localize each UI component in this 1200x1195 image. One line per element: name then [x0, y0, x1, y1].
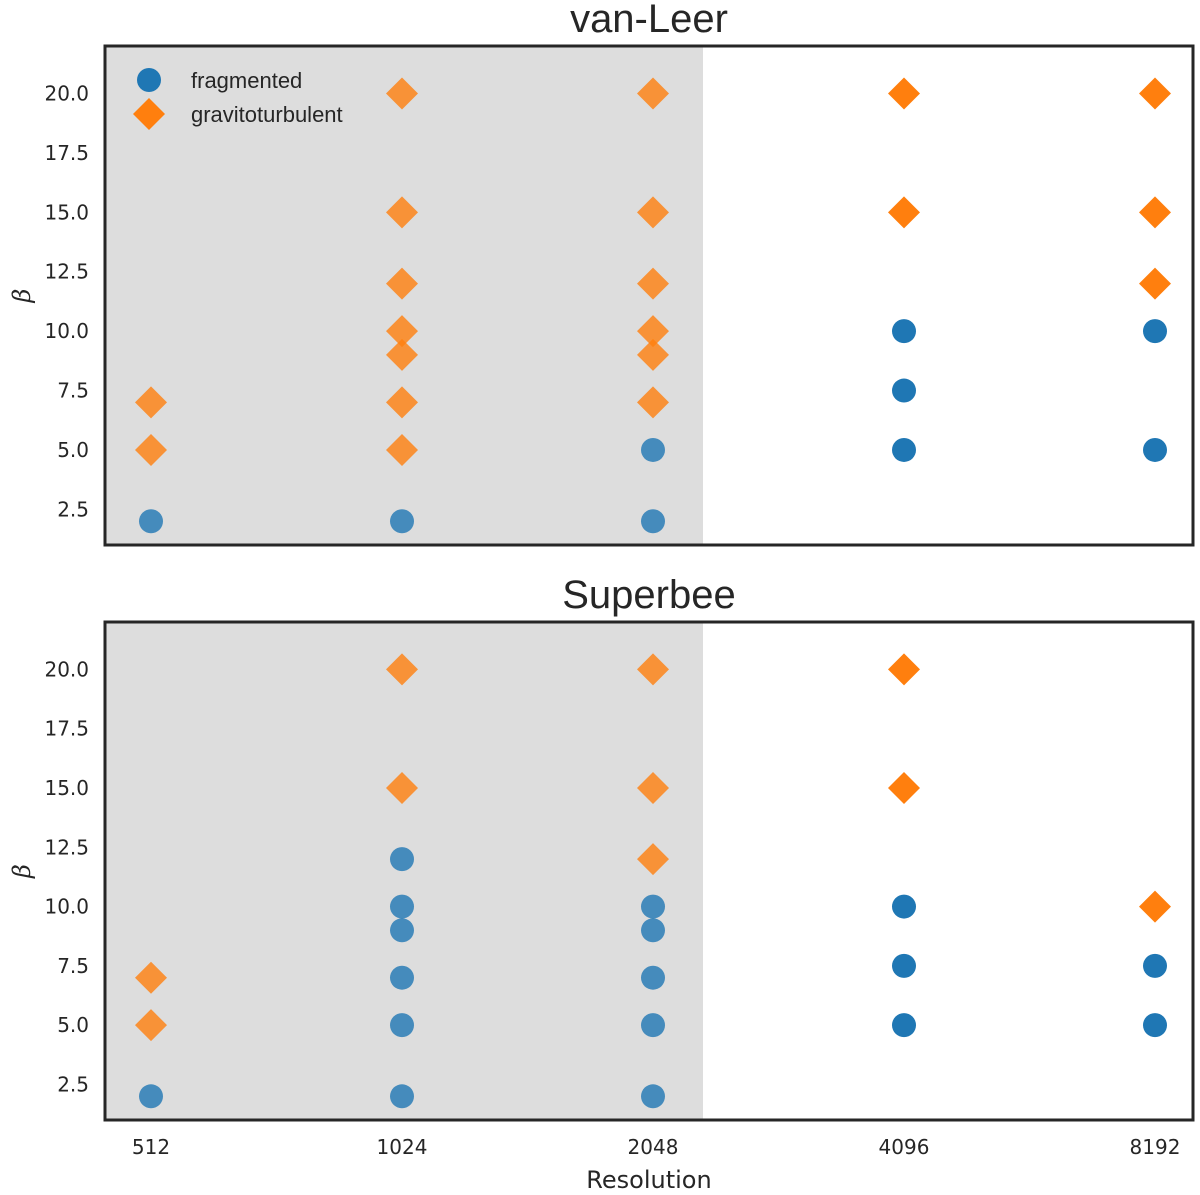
- data-point-fragmented: [139, 1084, 163, 1109]
- data-point-gravitoturbulent: [135, 433, 167, 466]
- x-tick-label: 512: [132, 1135, 170, 1159]
- series-gravitoturbulent: [135, 77, 1171, 466]
- data-point-gravitoturbulent: [386, 196, 418, 229]
- data-point-gravitoturbulent: [888, 196, 920, 229]
- y-tick-label: 10.0: [44, 895, 89, 919]
- series-fragmented: [139, 847, 1167, 1109]
- x-axis-label: Resolution: [586, 1166, 711, 1194]
- y-tick-label: 12.5: [44, 260, 89, 284]
- data-point-fragmented: [892, 1013, 916, 1038]
- data-point-gravitoturbulent: [637, 843, 669, 876]
- data-point-fragmented: [390, 847, 414, 872]
- data-point-fragmented: [641, 509, 665, 534]
- data-point-gravitoturbulent: [386, 315, 418, 348]
- chart-title: van-Leer: [570, 0, 728, 41]
- y-axis-label: β: [8, 864, 36, 879]
- data-point-gravitoturbulent: [637, 267, 669, 300]
- data-point-fragmented: [892, 378, 916, 403]
- data-point-fragmented: [641, 1013, 665, 1038]
- data-point-gravitoturbulent: [888, 653, 920, 686]
- y-tick-label: 17.5: [44, 717, 89, 741]
- data-point-fragmented: [641, 918, 665, 943]
- data-point-gravitoturbulent: [888, 772, 920, 804]
- data-point-fragmented: [1143, 953, 1167, 978]
- data-point-gravitoturbulent: [1139, 196, 1171, 229]
- y-tick-label: 20.0: [44, 657, 89, 681]
- y-tick-label: 17.5: [44, 141, 89, 165]
- y-tick-label: 20.0: [44, 82, 89, 106]
- data-point-gravitoturbulent: [1139, 77, 1171, 110]
- panel-van-leer: van-Leer 2.5 5.0 7.5 10.0 12.5 15.0 17.5 20.0 β fr…: [8, 0, 1195, 547]
- data-point-fragmented: [1143, 1013, 1167, 1038]
- data-point-fragmented: [1143, 437, 1167, 462]
- y-tick-label: 2.5: [57, 497, 89, 521]
- data-point-fragmented: [1143, 319, 1167, 344]
- x-tick-label: 4096: [879, 1135, 930, 1159]
- y-tick-label: 7.5: [57, 954, 89, 978]
- data-point-gravitoturbulent: [135, 961, 167, 994]
- series-fragmented: [139, 319, 1167, 534]
- data-point-fragmented: [892, 319, 916, 344]
- legend-label: gravitoturbulent: [191, 102, 343, 127]
- data-point-gravitoturbulent: [637, 77, 669, 110]
- data-point-fragmented: [390, 1013, 414, 1038]
- series-gravitoturbulent: [135, 653, 1171, 1042]
- data-point-gravitoturbulent: [135, 386, 167, 419]
- data-point-fragmented: [641, 1084, 665, 1109]
- chart-title: Superbee: [562, 573, 735, 617]
- data-point-gravitoturbulent: [637, 338, 669, 371]
- data-point-gravitoturbulent: [386, 433, 418, 466]
- y-tick-label: 15.0: [44, 200, 89, 224]
- data-point-fragmented: [390, 894, 414, 919]
- data-point-gravitoturbulent: [637, 196, 669, 229]
- y-axis-label: β: [8, 289, 36, 304]
- data-point-gravitoturbulent: [1139, 890, 1171, 923]
- data-point-fragmented: [892, 953, 916, 978]
- y-tick-label: 12.5: [44, 835, 89, 859]
- data-point-gravitoturbulent: [386, 77, 418, 110]
- data-point-fragmented: [892, 894, 916, 919]
- data-point-gravitoturbulent: [386, 653, 418, 686]
- data-point-fragmented: [641, 437, 665, 462]
- data-point-fragmented: [892, 437, 916, 462]
- panel-superbee: Superbee 2.5 5.0 7.5 10.0 12.5 15.0 17.5 20.0 β 51…: [8, 573, 1195, 1194]
- shaded-region: [105, 622, 703, 1120]
- y-tick-label: 7.5: [57, 379, 89, 403]
- x-tick-label: 8192: [1130, 1135, 1181, 1159]
- x-tick-label: 1024: [377, 1135, 428, 1159]
- plot-frame: [103, 620, 1195, 1122]
- data-point-fragmented: [390, 1084, 414, 1109]
- data-point-fragmented: [641, 965, 665, 990]
- plot-frame: [103, 44, 1195, 547]
- data-point-fragmented: [390, 509, 414, 534]
- y-tick-label: 5.0: [57, 1013, 89, 1037]
- data-point-gravitoturbulent: [637, 772, 669, 804]
- data-point-fragmented: [139, 509, 163, 534]
- legend-marker-gravitoturbulent: [133, 98, 165, 130]
- data-point-gravitoturbulent: [637, 386, 669, 419]
- data-point-fragmented: [641, 894, 665, 919]
- data-point-gravitoturbulent: [637, 653, 669, 686]
- y-tick-label: 5.0: [57, 438, 89, 462]
- data-point-gravitoturbulent: [637, 315, 669, 348]
- data-point-fragmented: [390, 965, 414, 990]
- data-point-gravitoturbulent: [386, 338, 418, 371]
- data-point-gravitoturbulent: [1139, 267, 1171, 300]
- data-point-gravitoturbulent: [386, 386, 418, 419]
- data-point-gravitoturbulent: [888, 77, 920, 110]
- y-tick-label: 2.5: [57, 1072, 89, 1096]
- legend-label: fragmented: [191, 68, 302, 93]
- data-point-fragmented: [390, 918, 414, 943]
- data-point-gravitoturbulent: [135, 1009, 167, 1042]
- legend-marker-fragmented: [137, 68, 161, 92]
- x-tick-label: 2048: [628, 1135, 679, 1159]
- data-point-gravitoturbulent: [386, 772, 418, 804]
- legend: fragmented gravitoturbulent: [133, 68, 343, 130]
- y-tick-label: 10.0: [44, 319, 89, 343]
- y-tick-label: 15.0: [44, 776, 89, 800]
- data-point-gravitoturbulent: [386, 267, 418, 300]
